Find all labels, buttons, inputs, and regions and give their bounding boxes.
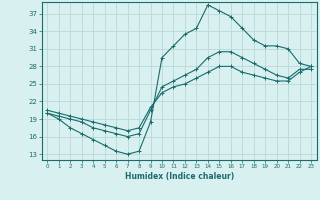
X-axis label: Humidex (Indice chaleur): Humidex (Indice chaleur) (124, 172, 234, 181)
